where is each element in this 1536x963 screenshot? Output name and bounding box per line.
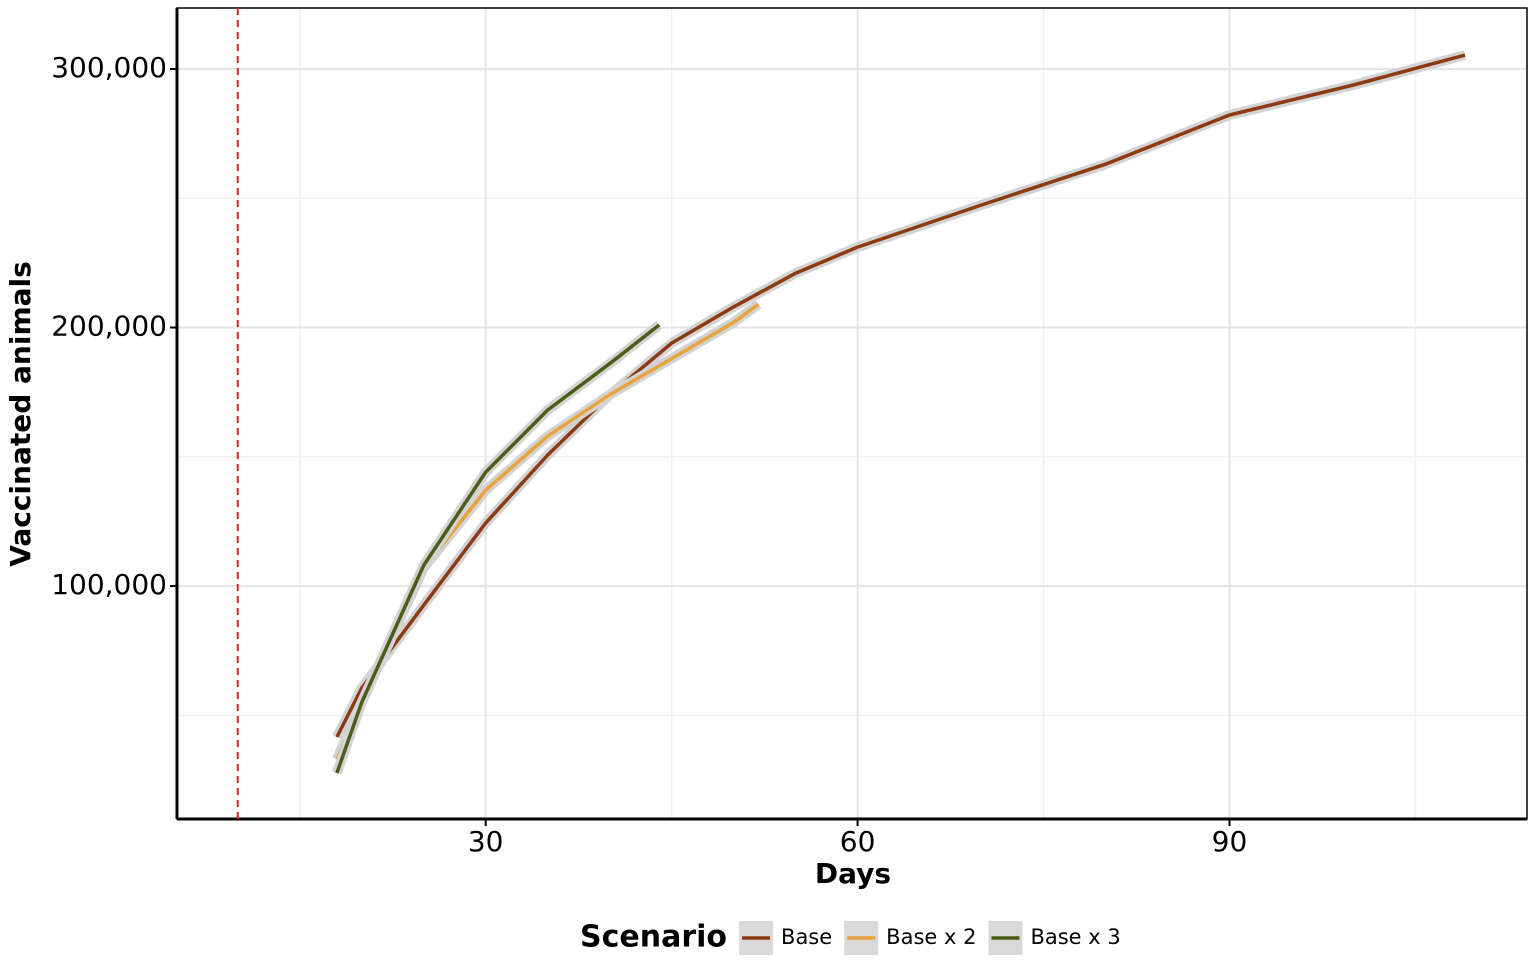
x-tick-label: 90 — [1212, 825, 1248, 858]
confidence-band — [332, 50, 1467, 740]
y-axis-title: Vaccinated animals — [4, 261, 37, 567]
y-tick-label: 300,000 — [51, 51, 167, 84]
legend-title: Scenario — [580, 920, 727, 955]
series-line — [335, 53, 1466, 738]
series-line — [335, 323, 661, 774]
plot-border — [176, 7, 1528, 820]
x-axis-title: Days — [815, 857, 891, 890]
series-line — [335, 302, 760, 760]
confidence-band — [332, 300, 762, 762]
legend-label: Base x 2 — [886, 925, 976, 949]
x-tick-label: 30 — [468, 825, 504, 858]
legend-label: Base — [781, 925, 832, 949]
x-tick-label: 60 — [840, 825, 876, 858]
y-tick-label: 100,000 — [51, 568, 167, 601]
y-tick-label: 200,000 — [51, 310, 167, 343]
legend-label: Base x 3 — [1030, 925, 1120, 949]
